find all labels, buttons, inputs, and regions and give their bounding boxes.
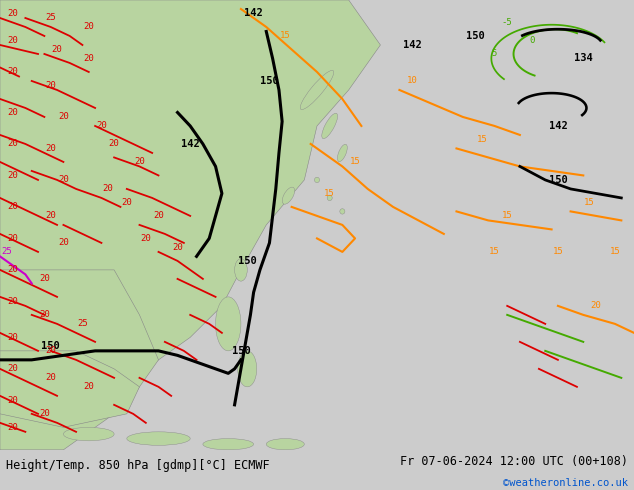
- Text: 20: 20: [58, 175, 68, 184]
- Text: Fr 07-06-2024 12:00 UTC (00+108): Fr 07-06-2024 12:00 UTC (00+108): [399, 455, 628, 468]
- Text: 25: 25: [77, 319, 87, 328]
- Text: 25: 25: [46, 14, 56, 23]
- Text: 20: 20: [8, 202, 18, 211]
- Text: 20: 20: [141, 234, 151, 243]
- Ellipse shape: [340, 209, 345, 214]
- Text: 20: 20: [109, 140, 119, 148]
- Text: 15: 15: [325, 189, 335, 198]
- Text: 20: 20: [153, 211, 164, 220]
- Text: 20: 20: [58, 112, 68, 122]
- Text: 20: 20: [58, 239, 68, 247]
- Text: 20: 20: [46, 211, 56, 220]
- Text: 20: 20: [52, 45, 62, 54]
- Ellipse shape: [327, 195, 332, 200]
- Text: 20: 20: [46, 346, 56, 355]
- Text: 20: 20: [8, 9, 18, 18]
- Text: 15: 15: [610, 247, 620, 256]
- Text: 0: 0: [530, 36, 535, 45]
- Polygon shape: [0, 270, 158, 450]
- Ellipse shape: [238, 351, 257, 387]
- Text: 150: 150: [231, 346, 250, 356]
- Ellipse shape: [314, 177, 320, 183]
- Text: 20: 20: [46, 81, 56, 90]
- Text: 20: 20: [103, 184, 113, 194]
- Text: 20: 20: [8, 171, 18, 180]
- Ellipse shape: [337, 144, 347, 162]
- Text: 10: 10: [407, 76, 417, 85]
- Text: 20: 20: [84, 23, 94, 31]
- Ellipse shape: [301, 71, 333, 110]
- Text: 20: 20: [84, 54, 94, 63]
- Text: 20: 20: [8, 297, 18, 306]
- Text: 150: 150: [41, 342, 60, 351]
- Ellipse shape: [282, 187, 295, 204]
- Text: ©weatheronline.co.uk: ©weatheronline.co.uk: [503, 478, 628, 488]
- Text: 20: 20: [8, 423, 18, 432]
- Text: 142: 142: [244, 8, 263, 19]
- Text: -5: -5: [502, 18, 512, 27]
- Text: 20: 20: [8, 333, 18, 342]
- Text: 15: 15: [489, 247, 500, 256]
- Text: 20: 20: [8, 234, 18, 243]
- Polygon shape: [0, 351, 139, 427]
- Ellipse shape: [322, 113, 337, 139]
- Ellipse shape: [235, 259, 247, 281]
- Ellipse shape: [203, 439, 254, 450]
- Text: 15: 15: [350, 157, 360, 167]
- Text: 20: 20: [39, 310, 49, 319]
- Text: 20: 20: [96, 122, 107, 130]
- Text: 20: 20: [8, 365, 18, 373]
- Text: 15: 15: [280, 31, 290, 41]
- Text: 15: 15: [585, 198, 595, 207]
- Text: 20: 20: [84, 382, 94, 392]
- Text: 20: 20: [122, 198, 132, 207]
- Text: Height/Temp. 850 hPa [gdmp][°C] ECMWF: Height/Temp. 850 hPa [gdmp][°C] ECMWF: [6, 460, 270, 472]
- Text: 20: 20: [8, 396, 18, 405]
- Text: 150: 150: [238, 256, 257, 266]
- Text: 150: 150: [466, 31, 485, 41]
- Text: 20: 20: [46, 373, 56, 382]
- Text: 142: 142: [548, 121, 567, 131]
- Text: 150: 150: [548, 175, 567, 185]
- Text: 142: 142: [181, 139, 200, 149]
- Text: 15: 15: [477, 135, 487, 144]
- Text: 15: 15: [553, 247, 563, 256]
- Ellipse shape: [127, 432, 190, 445]
- Text: 20: 20: [8, 266, 18, 274]
- Text: 20: 20: [8, 108, 18, 117]
- Text: 20: 20: [8, 140, 18, 148]
- Text: 20: 20: [134, 157, 145, 167]
- Text: 20: 20: [46, 144, 56, 153]
- Text: 5: 5: [492, 49, 497, 58]
- Ellipse shape: [216, 297, 241, 351]
- Text: 20: 20: [8, 68, 18, 76]
- Text: 150: 150: [260, 76, 279, 86]
- Text: 25: 25: [1, 247, 11, 256]
- Text: 15: 15: [502, 211, 512, 220]
- Text: 20: 20: [8, 36, 18, 45]
- Text: 20: 20: [591, 301, 601, 310]
- Text: 20: 20: [39, 274, 49, 283]
- Ellipse shape: [63, 427, 114, 441]
- Text: 142: 142: [403, 40, 422, 50]
- Ellipse shape: [266, 439, 304, 450]
- Text: 20: 20: [39, 409, 49, 418]
- Text: 20: 20: [172, 243, 183, 252]
- Polygon shape: [0, 0, 380, 427]
- Text: 134: 134: [574, 53, 593, 64]
